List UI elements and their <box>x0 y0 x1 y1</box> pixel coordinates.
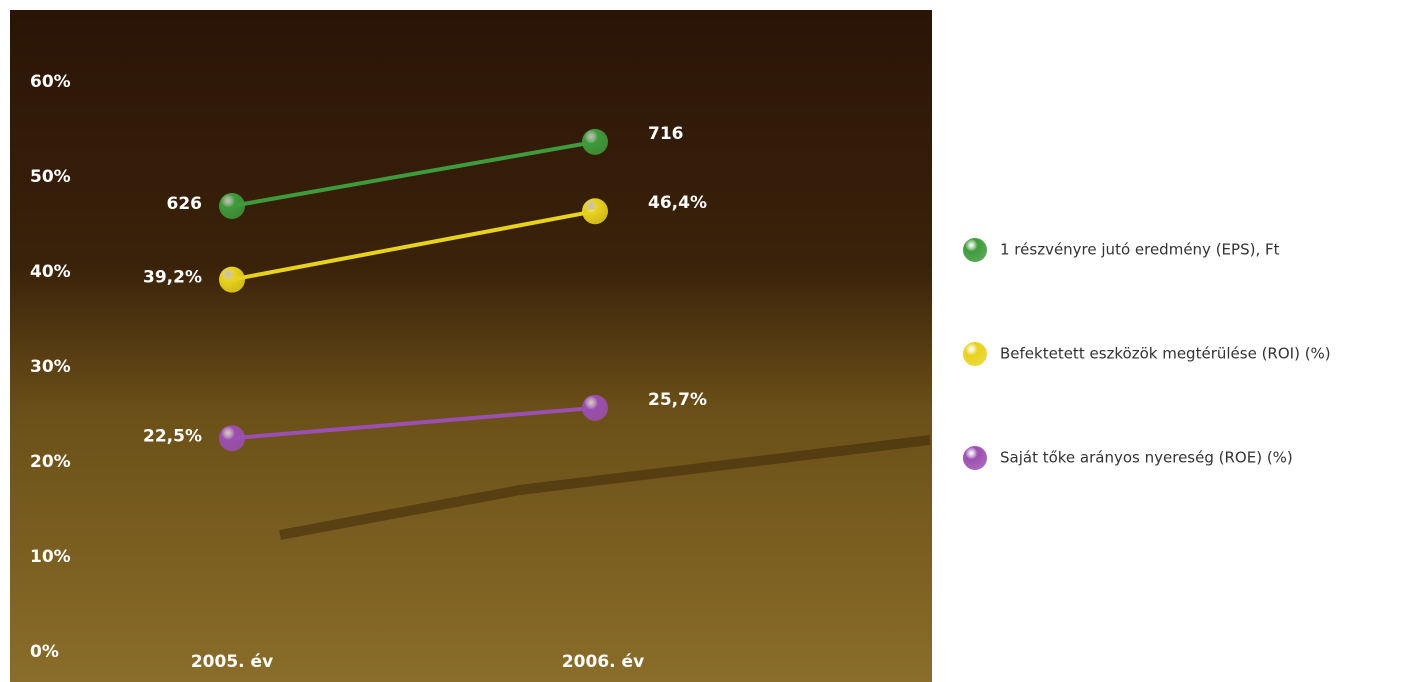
y-tick-label: 60% <box>30 72 71 92</box>
data-point <box>582 128 608 155</box>
y-tick-label: 0% <box>30 642 59 662</box>
legend-label: 1 részvényre jutó eredmény (EPS), Ft <box>1000 241 1280 259</box>
data-label: 22,5% <box>143 426 202 446</box>
data-label: 626 <box>167 194 203 214</box>
decor-shadow <box>279 435 931 540</box>
plot-background <box>10 10 932 682</box>
series-line <box>231 139 596 208</box>
y-tick-label: 30% <box>30 357 71 377</box>
series-line <box>231 405 596 441</box>
series-line <box>231 209 596 282</box>
data-point <box>219 425 245 452</box>
data-point <box>582 394 608 421</box>
legend-label: Befektetett eszközök megtérülése (ROI) (… <box>1000 345 1331 363</box>
x-tick-label: 2005. év <box>191 652 273 672</box>
data-label: 716 <box>648 124 684 144</box>
y-tick-label: 40% <box>30 262 71 282</box>
data-label: 46,4% <box>648 193 707 213</box>
data-point <box>219 192 245 219</box>
y-tick-label: 20% <box>30 452 71 472</box>
y-tick-label: 10% <box>30 547 71 567</box>
y-tick-label: 50% <box>30 167 71 187</box>
x-tick-label: 2006. év <box>562 652 644 672</box>
legend-swatch <box>963 446 987 470</box>
data-point <box>219 266 245 293</box>
data-label: 39,2% <box>143 268 202 288</box>
data-point <box>582 198 608 225</box>
data-label: 25,7% <box>648 390 707 410</box>
legend-swatch <box>963 342 987 366</box>
legend-label: Saját tőke arányos nyereség (ROE) (%) <box>1000 449 1293 467</box>
legend-swatch <box>963 238 987 262</box>
